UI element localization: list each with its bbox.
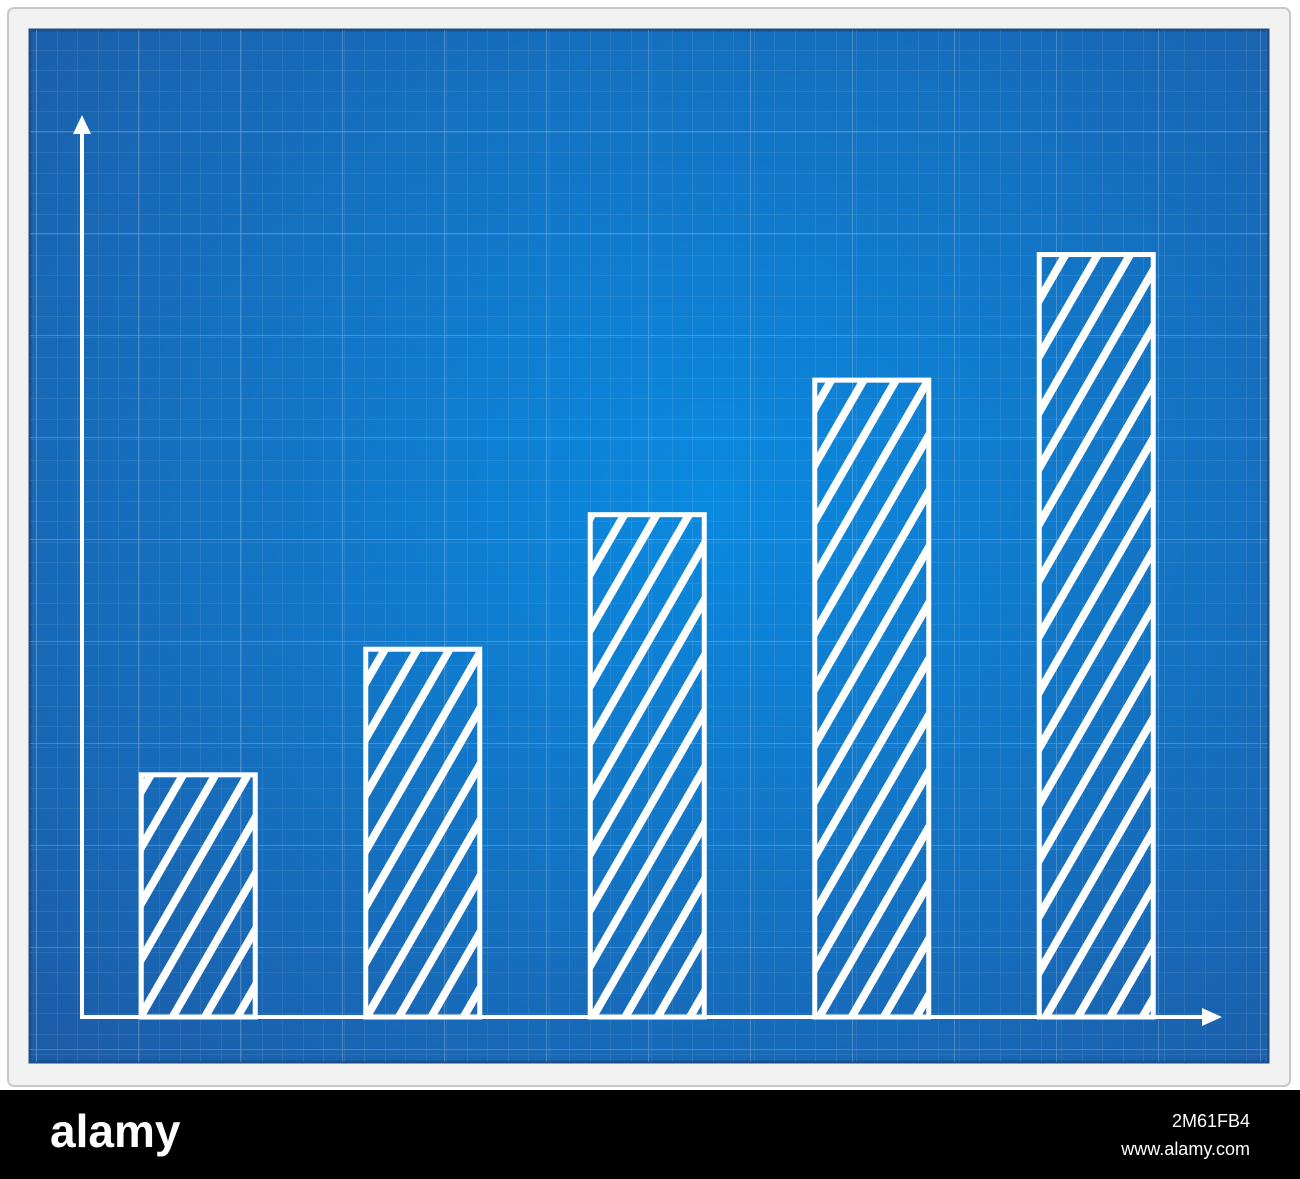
footer-url: www.alamy.com — [1120, 1139, 1250, 1159]
bar — [812, 377, 932, 1020]
footer — [0, 1090, 1300, 1179]
bar — [587, 512, 707, 1020]
bar — [363, 646, 483, 1020]
y-axis-arrow — [73, 115, 91, 134]
footer-brand: alamy — [50, 1105, 181, 1157]
bar — [1036, 252, 1156, 1020]
bar — [138, 772, 258, 1020]
bars — [138, 252, 1156, 1020]
x-axis-arrow — [1202, 1008, 1222, 1026]
footer-image-id: 2M61FB4 — [1172, 1111, 1250, 1131]
